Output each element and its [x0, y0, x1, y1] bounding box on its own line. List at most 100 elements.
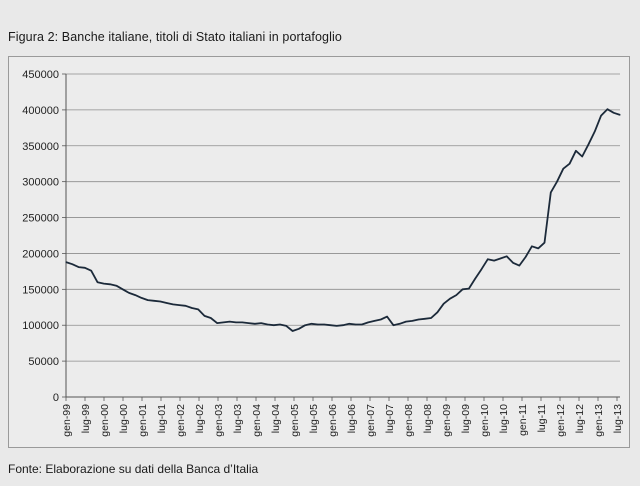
data-point-mar-01	[147, 299, 149, 301]
data-point-gen-02	[178, 304, 180, 306]
data-point-set-13	[619, 114, 621, 116]
data-point-lug-12	[575, 150, 577, 152]
data-point-gen-10	[480, 268, 483, 270]
x-tick-label-gen-99: gen-99	[61, 404, 73, 437]
y-tick-label-0: 0	[53, 392, 59, 404]
data-point-gen-07	[367, 321, 369, 323]
x-tick-label-gen-00: gen-00	[99, 404, 111, 437]
data-point-mar-12	[562, 168, 564, 170]
data-point-mar-02	[185, 305, 187, 307]
data-point-gen-05	[292, 330, 294, 332]
data-point-set-99	[90, 270, 92, 272]
data-point-gen-08	[405, 321, 407, 323]
data-point-gen-01	[140, 297, 143, 299]
y-tick-label-50000: 50000	[28, 356, 59, 368]
x-tick-label-lug-11: lug-11	[536, 404, 548, 433]
data-point-lug-06	[348, 323, 350, 325]
series-line-0	[65, 108, 621, 332]
x-tick-label-gen-13: gen-13	[593, 404, 605, 437]
data-point-mag-03	[229, 321, 231, 323]
y-tick-label-450000: 450000	[22, 69, 59, 81]
x-tick-label-gen-08: gen-08	[403, 404, 415, 437]
series	[65, 108, 621, 332]
x-tick-label-lug-02: lug-02	[194, 404, 206, 433]
data-point-gen-13	[594, 130, 596, 133]
data-point-lug-13	[613, 112, 615, 114]
data-point-mag-07	[380, 318, 382, 321]
x-tick-label-gen-06: gen-06	[327, 404, 339, 437]
data-point-set-05	[317, 323, 319, 326]
data-point-mar-04	[260, 322, 262, 324]
data-point-nov-03	[247, 322, 250, 324]
data-point-set-01	[166, 302, 168, 304]
data-point-mag-11	[531, 245, 533, 247]
data-point-lug-04	[273, 324, 275, 326]
line-chart: 0 50000 100000 150000 200000 250000 300000 3500…	[22, 69, 624, 437]
data-point-lug-03	[235, 321, 237, 323]
data-point-set-10	[506, 255, 508, 257]
data-point-set-02	[203, 315, 206, 317]
x-tick-label-lug-06: lug-06	[346, 404, 358, 433]
y-tick-label-350000: 350000	[22, 141, 59, 153]
data-point-mag-05	[304, 324, 306, 326]
data-point-mag-04	[266, 323, 269, 326]
data-point-lug-02	[197, 308, 199, 311]
x-tick-label-lug-10: lug-10	[498, 404, 510, 433]
data-point-mar-13	[600, 115, 602, 117]
chart-frame	[8, 56, 630, 448]
x-tick-label-gen-10: gen-10	[479, 404, 491, 437]
data-point-mag-02	[191, 307, 193, 309]
x-tick-label-gen-07: gen-07	[365, 404, 377, 437]
data-point-mar-05	[298, 328, 300, 330]
x-tick-label-gen-11: gen-11	[517, 404, 529, 436]
data-point-nov-04	[285, 325, 287, 327]
data-point-nov-01	[172, 303, 174, 306]
x-tick-label-lug-00: lug-00	[118, 404, 130, 433]
x-tick-label-lug-13: lug-13	[612, 404, 624, 433]
data-point-lug-99	[84, 267, 86, 269]
data-point-mag-10	[493, 260, 495, 262]
data-point-gen-06	[329, 324, 332, 326]
data-point-mar-11	[524, 256, 527, 258]
figure-source: Fonte: Elaborazione su dati della Banca …	[8, 462, 259, 476]
data-point-gen-09	[443, 303, 445, 305]
data-point-mar-00	[109, 283, 111, 285]
data-point-nov-00	[134, 294, 136, 296]
data-point-lug-10	[499, 257, 501, 260]
data-point-nov-07	[399, 323, 401, 325]
data-point-gen-03	[216, 322, 218, 324]
data-point-nov-05	[323, 323, 325, 326]
data-point-mar-09	[449, 298, 451, 300]
data-point-lug-09	[462, 288, 464, 290]
data-point-mar-08	[411, 320, 413, 322]
data-point-mar-99	[71, 263, 73, 265]
data-point-gen-00	[103, 282, 105, 285]
data-point-mag-12	[569, 163, 571, 165]
data-point-nov-11	[550, 191, 552, 194]
data-point-set-06	[354, 323, 357, 326]
data-point-nov-02	[210, 317, 212, 319]
data-point-lug-07	[386, 316, 388, 318]
x-tick-label-gen-09: gen-09	[441, 404, 453, 437]
data-point-nov-06	[361, 323, 363, 326]
figure-title: Figura 2: Banche italiane, titoli di Sta…	[8, 30, 342, 44]
data-point-nov-08	[436, 311, 439, 313]
data-point-set-03	[241, 321, 243, 323]
data-point-set-07	[392, 324, 394, 326]
data-point-mag-13	[606, 108, 609, 110]
data-point-mag-00	[115, 285, 117, 287]
data-point-lug-11	[537, 247, 539, 250]
data-point-mag-99	[77, 266, 80, 268]
data-point-mag-09	[455, 294, 457, 296]
x-tick-label-lug-05: lug-05	[308, 404, 320, 433]
x-tick-label-gen-02: gen-02	[175, 404, 187, 437]
data-point-gen-99	[65, 261, 67, 263]
data-point-lug-00	[122, 288, 124, 290]
x-tick-labels: gen-99 lug-99 gen-00 lug-00 gen-01 lug-01 gen-…	[61, 404, 624, 437]
data-point-set-00	[128, 292, 130, 294]
data-point-nov-09	[474, 277, 476, 280]
data-point-set-11	[543, 242, 546, 244]
data-point-nov-99	[96, 281, 99, 283]
x-tick-label-lug-99: lug-99	[80, 404, 92, 433]
data-point-mar-07	[373, 320, 376, 322]
